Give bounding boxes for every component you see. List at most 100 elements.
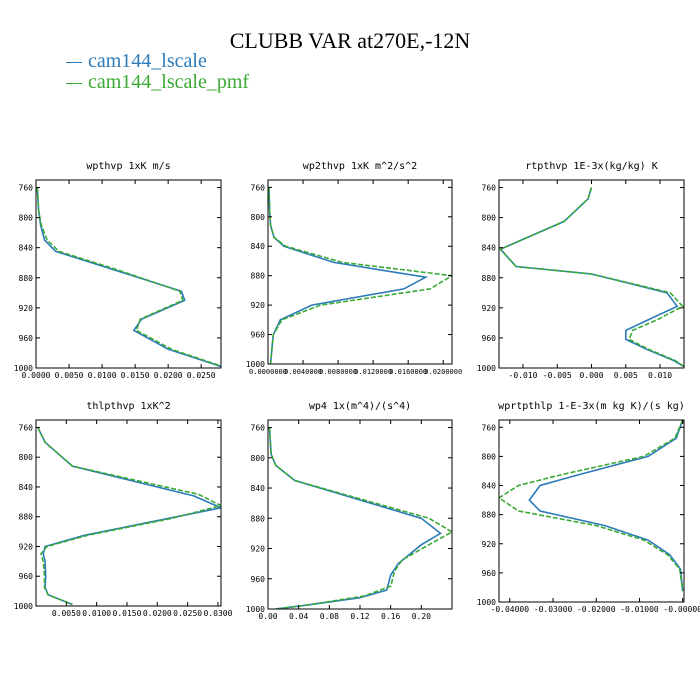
y-tick-label: 840 bbox=[251, 242, 266, 251]
legend-line-icon bbox=[66, 61, 82, 63]
y-tick-label: 880 bbox=[251, 272, 266, 281]
series-line-lscale-pmf bbox=[499, 187, 684, 368]
x-tick-label: 0.0150 bbox=[113, 609, 142, 618]
x-tick-label: 0.0250 bbox=[173, 609, 202, 618]
series-line-lscale-pmf bbox=[37, 427, 221, 606]
x-tick-label: -0.010 bbox=[509, 371, 538, 380]
x-tick-label: -0.04000 bbox=[491, 605, 530, 614]
series-line-lscale-pmf bbox=[499, 420, 684, 592]
panel-title: rtpthvp 1E-3x(kg/kg) K bbox=[525, 161, 657, 172]
series-line-lscale bbox=[528, 420, 684, 592]
x-tick-label: -0.01000 bbox=[620, 605, 659, 614]
y-tick-label: 920 bbox=[251, 301, 266, 310]
x-tick-label: 0.0300 bbox=[204, 609, 233, 618]
panel-title: thlpthvp 1xK^2 bbox=[86, 401, 170, 412]
y-tick-label: 920 bbox=[19, 304, 34, 313]
y-tick-label: 920 bbox=[19, 542, 34, 551]
x-tick-label: 0.00 bbox=[258, 612, 277, 621]
y-tick-label: 840 bbox=[19, 244, 34, 253]
y-tick-label: 760 bbox=[251, 183, 266, 192]
x-tick-label: -0.02000 bbox=[577, 605, 616, 614]
x-tick-label: 0.0160000 bbox=[389, 368, 427, 376]
y-tick-label: 1000 bbox=[14, 602, 33, 611]
y-tick-label: 800 bbox=[251, 213, 266, 222]
legend-label: cam144_lscale bbox=[88, 50, 207, 72]
x-tick-label: 0.0250 bbox=[187, 371, 216, 380]
y-tick-label: 800 bbox=[482, 214, 497, 223]
x-tick-label: 0.000 bbox=[579, 371, 603, 380]
y-tick-label: 840 bbox=[482, 244, 497, 253]
x-tick-label: 0.04 bbox=[289, 612, 308, 621]
x-tick-label: -0.005 bbox=[543, 371, 572, 380]
y-tick-label: 960 bbox=[482, 569, 497, 578]
y-tick-label: 1000 bbox=[14, 364, 33, 373]
x-tick-label: 0.0150 bbox=[121, 371, 150, 380]
x-tick-label: 0.0100 bbox=[88, 371, 117, 380]
y-tick-label: 1000 bbox=[477, 598, 496, 607]
y-tick-label: 840 bbox=[251, 484, 266, 493]
x-tick-label: 0.0000 bbox=[22, 371, 51, 380]
x-tick-label: -0.03000 bbox=[534, 605, 573, 614]
x-tick-label: 0.0050 bbox=[52, 609, 81, 618]
x-tick-label: 0.0200000 bbox=[424, 368, 462, 376]
y-tick-label: 1000 bbox=[477, 364, 496, 373]
series-line-lscale bbox=[268, 187, 429, 364]
plot-frame bbox=[267, 419, 453, 610]
chart-panel-6: wprtpthlp 1-E-3x(m kg K)/(s kg) 760 800 840… bbox=[477, 401, 700, 614]
x-tick-label: -0.00000 bbox=[663, 605, 700, 614]
legend-line-icon bbox=[66, 82, 82, 84]
plot-frame bbox=[35, 179, 222, 369]
x-tick-label: 0.0040000 bbox=[284, 368, 322, 376]
x-tick-label: 0.010 bbox=[648, 371, 672, 380]
x-tick-label: 0.0120000 bbox=[354, 368, 392, 376]
x-tick-label: 0.16 bbox=[381, 612, 400, 621]
plot-frame bbox=[35, 419, 222, 607]
x-tick-label: 0.0200 bbox=[154, 371, 183, 380]
y-tick-label: 960 bbox=[251, 575, 266, 584]
series-line-lscale bbox=[37, 427, 221, 606]
legend-entry-lscale-pmf: cam144_lscale_pmf bbox=[66, 71, 249, 94]
y-tick-label: 920 bbox=[251, 545, 266, 554]
x-tick-label: 0.005 bbox=[614, 371, 638, 380]
y-tick-label: 880 bbox=[482, 274, 497, 283]
chart-panel-3: rtpthvp 1E-3x(kg/kg) K 760 800 840 880 920 960… bbox=[477, 161, 685, 380]
series-line-lscale bbox=[36, 187, 221, 368]
legend-entry-lscale: cam144_lscale bbox=[66, 50, 207, 73]
chart-panel-2: wp2thvp 1xK m^2/s^2 760 800 840 880 920 960 100… bbox=[246, 161, 462, 376]
x-tick-label: 0.0200 bbox=[143, 609, 172, 618]
plot-frame bbox=[498, 419, 685, 603]
series-line-lscale-pmf bbox=[268, 427, 452, 609]
chart-panel-1: wpthvp 1xK m/s76080084088092096010000.00… bbox=[14, 161, 222, 380]
x-tick-label: 0.08 bbox=[320, 612, 339, 621]
x-tick-label: 0.0100 bbox=[82, 609, 111, 618]
y-tick-label: 920 bbox=[482, 540, 497, 549]
y-tick-label: 880 bbox=[251, 514, 266, 523]
series-line-lscale bbox=[268, 427, 442, 609]
x-tick-label: 0.12 bbox=[350, 612, 369, 621]
y-tick-label: 880 bbox=[19, 274, 34, 283]
y-tick-label: 960 bbox=[19, 572, 34, 581]
y-tick-label: 960 bbox=[19, 334, 34, 343]
y-tick-label: 960 bbox=[251, 331, 266, 340]
x-tick-label: 0.20 bbox=[412, 612, 431, 621]
chart-panel-5: wp4 1x(m^4)/(s^4)76080084088092096010000… bbox=[246, 401, 453, 621]
y-tick-label: 800 bbox=[19, 453, 34, 462]
y-tick-label: 920 bbox=[482, 304, 497, 313]
y-tick-label: 1000 bbox=[246, 605, 265, 614]
x-tick-label: 0.0050 bbox=[55, 371, 84, 380]
y-tick-label: 760 bbox=[482, 423, 497, 432]
x-tick-label: 0.0000000 bbox=[249, 368, 287, 376]
y-tick-label: 760 bbox=[482, 184, 497, 193]
y-tick-label: 840 bbox=[482, 482, 497, 491]
y-tick-label: 960 bbox=[482, 334, 497, 343]
y-tick-label: 1000 bbox=[246, 360, 265, 369]
y-tick-label: 880 bbox=[482, 511, 497, 520]
chart-panel-4: thlpthvp 1xK^2 760 800 840 880 920 960 1000 0.00… bbox=[14, 401, 233, 618]
panel-title: wp2thvp 1xK m^2/s^2 bbox=[303, 161, 417, 172]
y-tick-label: 800 bbox=[251, 454, 266, 463]
y-tick-label: 840 bbox=[19, 483, 34, 492]
y-tick-label: 760 bbox=[251, 424, 266, 433]
legend-label: cam144_lscale_pmf bbox=[88, 71, 250, 93]
plot-frame bbox=[267, 179, 453, 365]
